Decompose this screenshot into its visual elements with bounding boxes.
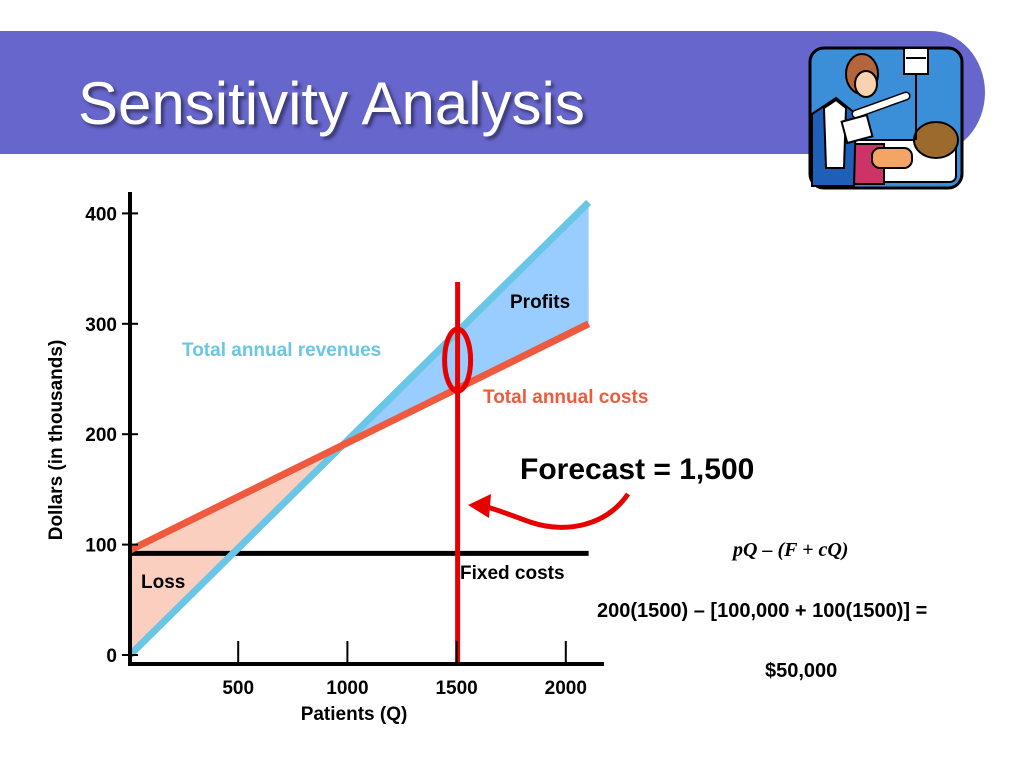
forecast-arrow-head [468, 494, 491, 518]
page-title: Sensitivity Analysis [78, 70, 585, 137]
total-revenues-line [127, 199, 592, 658]
y-tick-label: 200 [85, 425, 117, 446]
y-tick-label: 400 [85, 204, 117, 225]
x-tick-label: 1500 [435, 678, 477, 699]
profit-calculation: 200(1500) – [100,000 + 100(1500)] = [597, 600, 928, 622]
y-axis-title: Dollars (in thousands) [46, 340, 67, 541]
x-tick-label: 1000 [326, 678, 368, 699]
x-tick-label: 2000 [545, 678, 587, 699]
forecast-label: Forecast = 1,500 [520, 453, 754, 486]
x-axis-title: Patients (Q) [301, 704, 408, 725]
x-axis-title-text: Patients (Q) [301, 704, 408, 725]
profits-label: Profits [510, 292, 570, 313]
profit-result: $50,000 [765, 660, 838, 682]
fixed-costs-label: Fixed costs [460, 563, 565, 584]
total-costs-line [128, 320, 591, 554]
forecast-arrow [483, 492, 631, 530]
title-banner [0, 31, 985, 154]
intersection-highlight-ellipse [442, 326, 474, 394]
y-tick-label: 0 [106, 646, 117, 667]
y-tick-label: 100 [85, 536, 117, 557]
total-costs-label: Total annual costs [483, 387, 648, 408]
banner-shape [0, 31, 985, 154]
y-tick-label: 300 [85, 315, 117, 336]
loss-label: Loss [141, 572, 185, 593]
x-tick-label: 500 [222, 678, 254, 699]
profit-formula: pQ – (F + cQ) [733, 539, 849, 561]
total-revenues-label: Total annual revenues [182, 340, 381, 361]
nurse-patient-clipart-icon [808, 46, 964, 190]
